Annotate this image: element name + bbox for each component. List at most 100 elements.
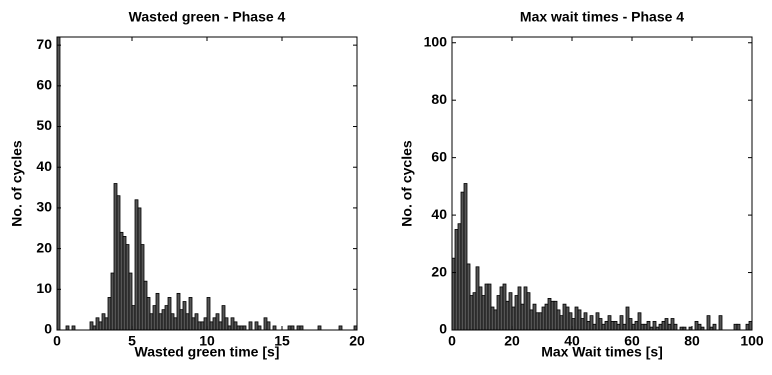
bar (122, 236, 127, 331)
bar (263, 317, 268, 331)
bar (607, 315, 612, 331)
bar (541, 306, 546, 331)
bar (164, 305, 169, 331)
x-tick-label: 0 (448, 333, 456, 349)
x-tick-label: 100 (740, 333, 764, 349)
bar (92, 325, 97, 331)
y-tick-label: 20 (431, 263, 447, 279)
bar (116, 195, 121, 331)
bar (185, 313, 190, 331)
bar (484, 283, 489, 331)
bar (616, 323, 621, 331)
bar (562, 303, 567, 331)
x-axis-label: Max Wait times [s] (541, 344, 663, 360)
bar (454, 229, 459, 331)
bar (463, 183, 468, 331)
bar (502, 283, 507, 331)
bar (553, 300, 558, 331)
bar (601, 323, 606, 331)
bar (481, 295, 486, 331)
bar (218, 321, 223, 331)
bar (179, 309, 184, 331)
bar (143, 280, 148, 331)
y-tick-label: 70 (36, 36, 52, 52)
bar (317, 325, 322, 331)
bar (478, 286, 483, 331)
bar (98, 321, 103, 331)
bar (535, 312, 540, 331)
y-tick-label: 40 (431, 206, 447, 222)
bar (469, 295, 474, 331)
bar (598, 318, 603, 331)
bar (290, 325, 295, 331)
bar (200, 321, 205, 331)
bar (592, 323, 597, 331)
bar (508, 292, 513, 331)
bar (670, 318, 675, 331)
y-tick-label: 20 (36, 239, 52, 255)
x-tick-label: 5 (128, 333, 136, 349)
bar (140, 244, 145, 331)
bar (496, 295, 501, 331)
bar (643, 323, 648, 331)
bar (673, 323, 678, 331)
x-tick-label: 80 (684, 333, 700, 349)
bar (667, 323, 672, 331)
axes-frame (451, 36, 753, 331)
bar (475, 266, 480, 331)
y-tick-label: 80 (431, 91, 447, 107)
y-axis-label: No. of cycles (399, 140, 415, 227)
bar (107, 297, 112, 331)
bar (65, 325, 70, 331)
x-tick-label: 40 (564, 333, 580, 349)
y-tick-label: 50 (36, 117, 52, 133)
bar (227, 325, 232, 331)
bar (137, 207, 142, 331)
bar (706, 315, 711, 331)
bar (104, 317, 109, 331)
bar (287, 325, 292, 331)
bar (194, 313, 199, 331)
x-tick-label: 0 (53, 333, 61, 349)
y-tick-label: 0 (44, 321, 52, 337)
bar (547, 298, 552, 331)
bar (167, 297, 172, 331)
bar (170, 313, 175, 331)
bar (191, 317, 196, 331)
bar (248, 321, 253, 331)
bar (257, 325, 262, 331)
bar (95, 317, 100, 331)
bar (577, 309, 582, 331)
bar (526, 292, 531, 331)
x-tick-label: 10 (199, 333, 215, 349)
bar (604, 320, 609, 331)
bar (266, 321, 271, 331)
bar (188, 297, 193, 331)
bar (233, 321, 238, 331)
bar (550, 300, 555, 331)
x-tick-label: 15 (274, 333, 290, 349)
bar (586, 320, 591, 331)
bar (622, 323, 627, 331)
bar (221, 305, 226, 331)
y-tick-label: 60 (36, 77, 52, 93)
bar (493, 309, 498, 331)
bar (272, 325, 277, 331)
bar (176, 292, 181, 331)
bar (733, 323, 738, 331)
bar (538, 312, 543, 331)
bar (230, 317, 235, 331)
bar (173, 317, 178, 331)
bar (254, 321, 259, 331)
bar (209, 321, 214, 331)
bar (523, 286, 528, 331)
bar (595, 312, 600, 331)
chart-title: Wasted green - Phase 4 (129, 9, 286, 25)
x-tick-label: 20 (504, 333, 520, 349)
bar (296, 325, 301, 331)
bar (466, 263, 471, 331)
bar (236, 325, 241, 331)
bar (113, 183, 118, 331)
bar (487, 283, 492, 331)
bar (559, 315, 564, 331)
